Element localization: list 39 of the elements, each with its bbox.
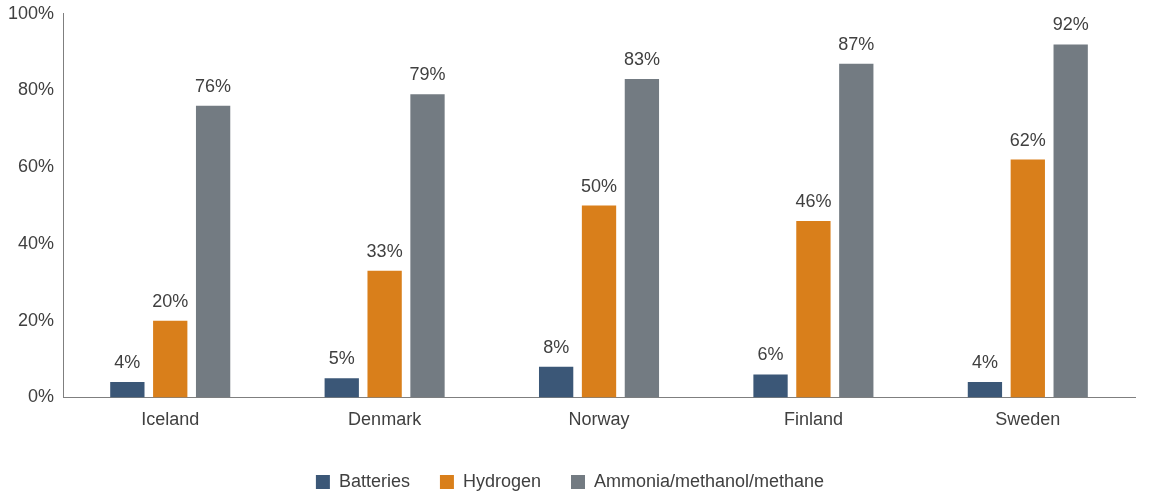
data-label: 79% (409, 64, 446, 85)
data-label: 62% (1009, 129, 1046, 150)
bar (153, 320, 188, 398)
bar (796, 220, 831, 398)
bar (581, 205, 617, 398)
bar (538, 366, 574, 398)
x-tick-label: Denmark (348, 409, 423, 430)
bar (324, 378, 359, 398)
data-label: 20% (152, 290, 189, 311)
data-label: 76% (195, 75, 232, 96)
x-tick-label: Finland (783, 409, 843, 430)
bar (753, 374, 788, 398)
data-label: 46% (795, 190, 832, 211)
data-label: 5% (328, 348, 355, 369)
data-label: 4% (114, 352, 141, 373)
data-label: 83% (623, 48, 660, 69)
data-label: 33% (366, 240, 403, 261)
x-tick-label: Iceland (141, 409, 200, 430)
data-label: 50% (581, 175, 618, 196)
bar (1010, 159, 1045, 398)
legend-label: Hydrogen (462, 470, 541, 491)
x-tick-label: Norway (568, 409, 630, 430)
data-label: 4% (971, 352, 998, 373)
data-label: 87% (838, 33, 875, 54)
legend-label: Batteries (338, 470, 410, 491)
y-tick-label: 0% (28, 386, 55, 407)
y-tick-label: 20% (18, 309, 55, 330)
legend-label: Ammonia/methanol/methane (593, 470, 825, 491)
bar (367, 270, 402, 398)
bar (967, 382, 1003, 398)
y-tick-label: 40% (18, 232, 55, 253)
data-label: 8% (543, 336, 570, 357)
bar (110, 382, 145, 398)
x-tick-label: Sweden (995, 409, 1061, 430)
y-tick-label: 80% (18, 79, 55, 100)
y-tick-label: 100% (7, 2, 55, 23)
data-label: 92% (1052, 14, 1089, 35)
data-label: 6% (757, 344, 784, 365)
y-tick-label: 60% (18, 156, 55, 177)
